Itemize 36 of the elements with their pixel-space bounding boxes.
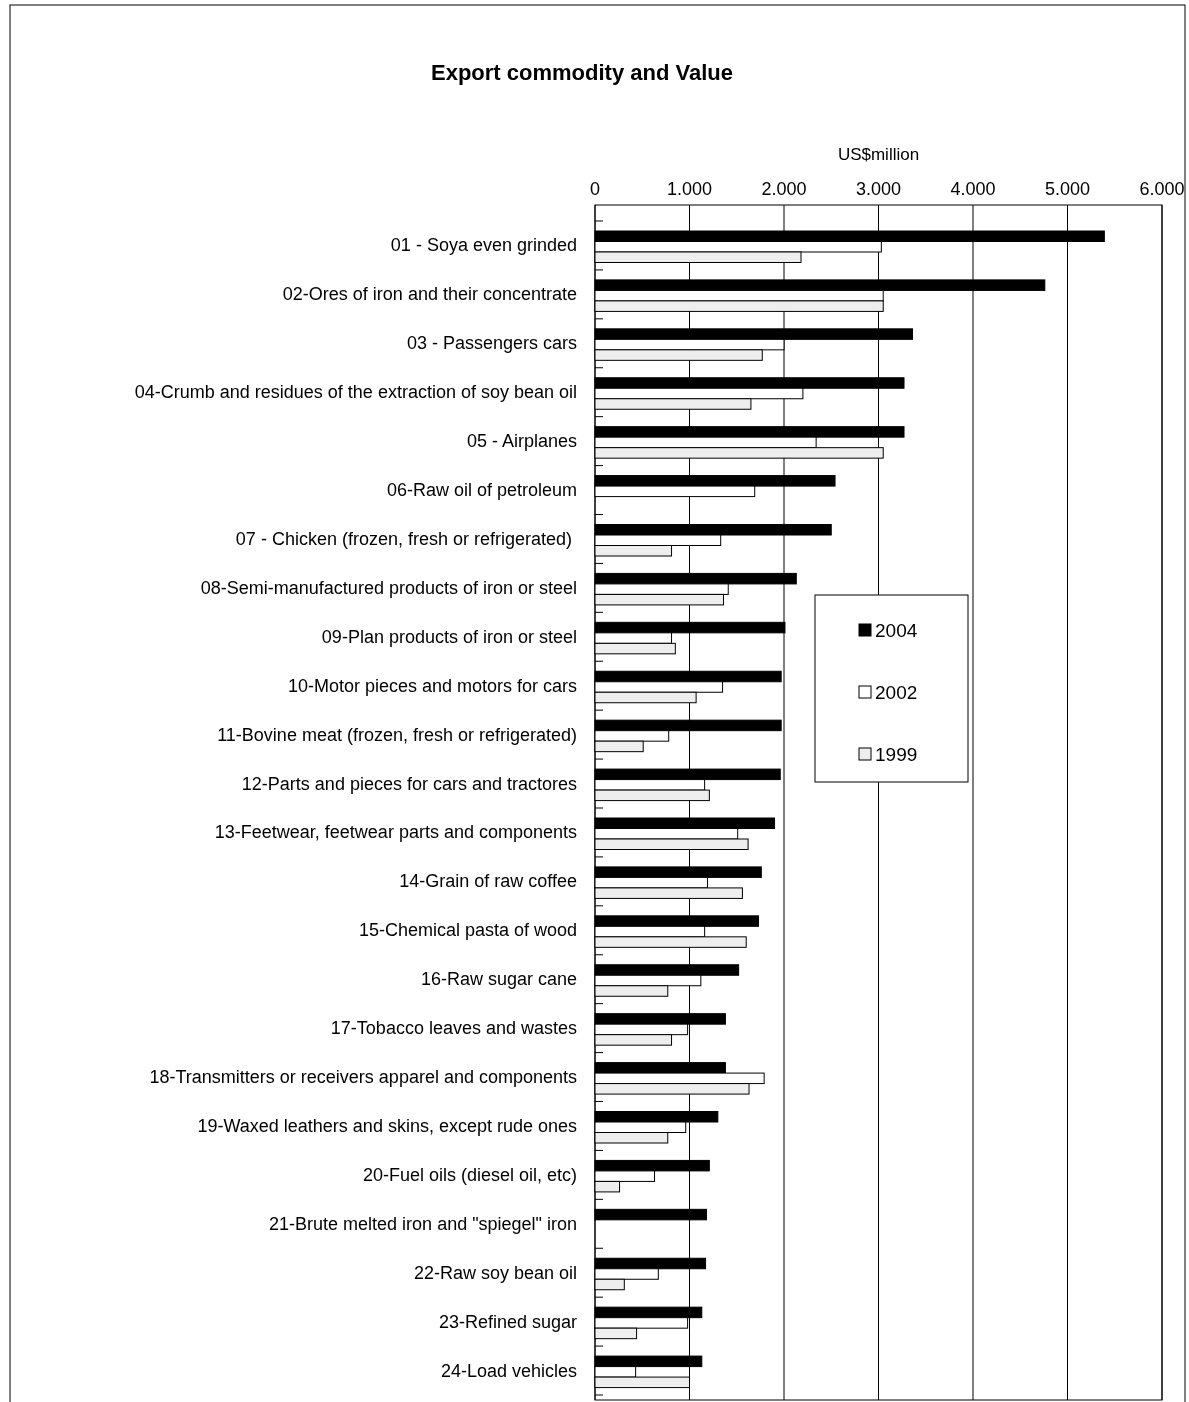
legend-label: 2004 xyxy=(875,620,918,641)
y-tick-label: 05 - Airplanes xyxy=(466,431,577,452)
y-tick-label: 02-Ores of iron and their concentrate xyxy=(282,284,577,305)
y-tick-label: 06-Raw oil of petroleum xyxy=(386,480,577,501)
x-tick-label: 2.000 xyxy=(761,179,807,199)
y-tick-label: 03 - Passengers cars xyxy=(406,333,577,354)
y-tick-label: 24-Load vehicles xyxy=(440,1360,577,1381)
y-tick-label: 21-Brute melted iron and "spiegel" iron xyxy=(269,1213,577,1234)
y-tick-label: 16-Raw sugar cane xyxy=(420,969,577,990)
x-tick-label: 1.000 xyxy=(666,179,713,199)
y-tick-label: 13-Feetwear, feetwear parts and components xyxy=(214,822,577,843)
x-tick-label: 3.000 xyxy=(855,179,902,199)
y-tick-label: 18-Transmitters or receivers apparel and components xyxy=(149,1067,577,1088)
x-tick-label: 4.000 xyxy=(950,179,996,199)
y-tick-label: 17-Tobacco leaves and wastes xyxy=(330,1018,577,1039)
chart-title: Export commodity and Value xyxy=(431,60,733,85)
y-tick-label: 22-Raw soy bean oil xyxy=(413,1262,577,1283)
y-tick-label: 07 - Chicken (frozen, fresh or refrigerated) xyxy=(235,528,577,549)
y-tick-label: 08-Semi-manufactured products of iron or steel xyxy=(200,577,577,598)
x-tick-label: 5.000 xyxy=(1044,179,1091,199)
x-axis-title: US$million xyxy=(837,145,920,164)
y-tick-label: 10-Motor pieces and motors for cars xyxy=(287,675,577,696)
legend-label: 2002 xyxy=(875,682,918,703)
y-tick-label: 23-Refined sugar xyxy=(438,1311,577,1332)
y-tick-label: 14-Grain of raw coffee xyxy=(399,871,577,892)
x-tick-label: 6.000 xyxy=(1139,179,1185,199)
legend-label: 1999 xyxy=(875,744,918,765)
y-tick-label: 01 - Soya even grinded xyxy=(390,235,577,256)
y-tick-label: 15-Chemical pasta of wood xyxy=(358,920,577,941)
y-tick-label: 19-Waxed leathers and skins, except rude ones xyxy=(197,1115,577,1136)
y-tick-label: 11-Bovine meat (frozen, fresh or refrigerated) xyxy=(217,724,577,745)
y-tick-label: 12-Parts and pieces for cars and tractores xyxy=(241,773,577,794)
y-tick-label: 04-Crumb and residues of the extraction of soy bean oil xyxy=(134,382,577,403)
y-tick-label: 20-Fuel oils (diesel oil, etc) xyxy=(362,1164,577,1185)
x-tick-label: 0 xyxy=(589,179,601,199)
y-tick-label: 09-Plan products of iron or steel xyxy=(321,626,577,647)
